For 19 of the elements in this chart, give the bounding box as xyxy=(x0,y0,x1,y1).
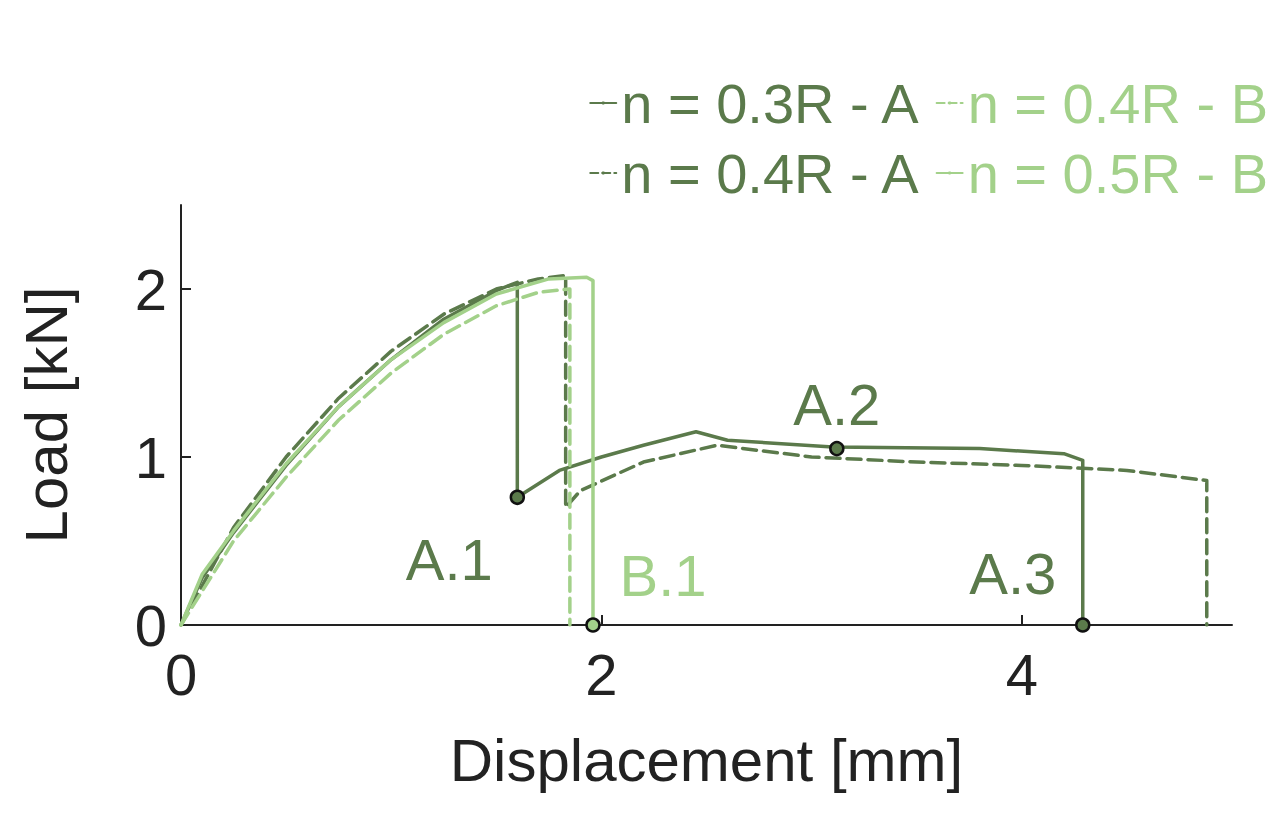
y-axis-title: Load [kN] xyxy=(12,286,80,544)
legend-label: n = 0.5R - B xyxy=(967,141,1268,205)
point xyxy=(829,440,845,457)
annotation: A.2 xyxy=(793,372,881,438)
y-tick-label: 0 xyxy=(134,592,167,658)
annotation: A.1 xyxy=(405,526,493,592)
annotation: B.1 xyxy=(619,542,707,608)
legend-label: n = 0.3R - A xyxy=(621,71,920,135)
x-tick-label: 4 xyxy=(1005,641,1038,707)
point xyxy=(585,617,601,633)
point xyxy=(1075,617,1091,633)
annotation: A.3 xyxy=(969,540,1057,606)
legend-label: n = 0.4R - A xyxy=(621,141,920,205)
legend-label: n = 0.4R - B xyxy=(967,71,1268,135)
x-tick-label: 2 xyxy=(585,641,618,707)
y-tick-label: 1 xyxy=(134,424,167,490)
y-tick-label: 2 xyxy=(134,256,167,322)
x-axis-title: Displacement [mm] xyxy=(449,726,964,794)
point xyxy=(509,489,526,506)
